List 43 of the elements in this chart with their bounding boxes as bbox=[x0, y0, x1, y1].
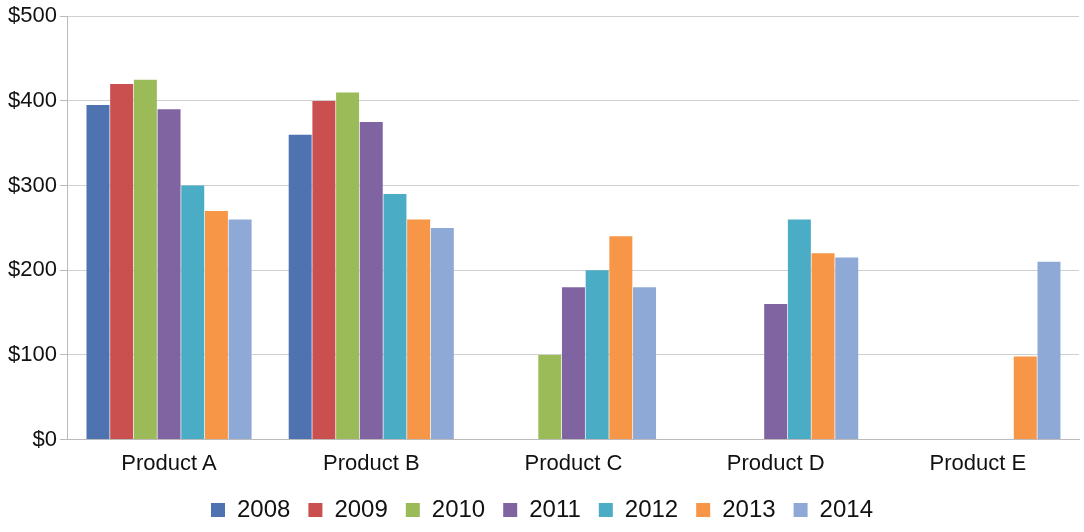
bar bbox=[407, 219, 431, 440]
bar bbox=[228, 219, 252, 440]
bar bbox=[1037, 261, 1061, 440]
y-tick-label: $0 bbox=[32, 425, 57, 451]
bar bbox=[764, 304, 788, 440]
y-tick-label: $100 bbox=[7, 340, 57, 366]
bar bbox=[561, 287, 585, 440]
bar bbox=[157, 109, 181, 440]
x-tick-label: Product B bbox=[322, 449, 420, 475]
bar bbox=[538, 354, 562, 440]
bar bbox=[181, 185, 205, 440]
x-tick-label: Product E bbox=[929, 449, 1027, 475]
bar bbox=[312, 100, 336, 440]
bar bbox=[359, 122, 383, 440]
bar bbox=[336, 92, 360, 440]
bar bbox=[585, 270, 609, 440]
legend-label: 2014 bbox=[819, 494, 873, 522]
bar bbox=[1013, 356, 1037, 440]
bar bbox=[383, 194, 407, 440]
legend-label: 2013 bbox=[722, 494, 776, 522]
legend-label: 2012 bbox=[624, 494, 679, 522]
legend-label: 2011 bbox=[529, 494, 581, 522]
y-tick-label: $500 bbox=[7, 2, 57, 28]
bar bbox=[430, 227, 454, 440]
y-tick-label: $200 bbox=[7, 256, 57, 282]
bar bbox=[288, 134, 312, 440]
y-tick-label: $400 bbox=[7, 86, 57, 112]
bar bbox=[811, 253, 835, 440]
bar bbox=[609, 236, 633, 440]
bar bbox=[787, 219, 811, 440]
x-tick-label: Product D bbox=[726, 449, 825, 475]
x-tick-label: Product A bbox=[121, 449, 218, 475]
bar bbox=[133, 79, 157, 440]
x-tick-label: Product C bbox=[524, 449, 623, 475]
bar bbox=[86, 105, 110, 440]
legend-label: 2008 bbox=[237, 494, 291, 522]
bar bbox=[204, 210, 228, 440]
bar bbox=[110, 83, 134, 440]
legend-label: 2009 bbox=[334, 494, 388, 522]
bar bbox=[633, 287, 657, 440]
legend-label: 2010 bbox=[431, 494, 486, 522]
bar bbox=[835, 257, 859, 440]
y-tick-label: $300 bbox=[7, 171, 57, 197]
